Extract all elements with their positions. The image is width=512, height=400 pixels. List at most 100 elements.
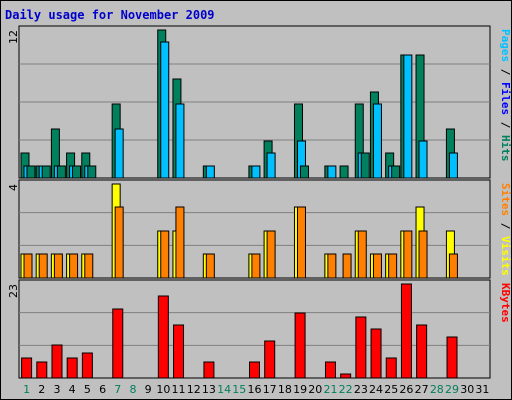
right-label-segment: / (499, 216, 512, 236)
x-tick-label: 17 (263, 383, 277, 396)
right-label-segment: Pages (499, 29, 512, 62)
bar-kbytes-day-29 (446, 336, 458, 379)
x-tick-label: 4 (69, 383, 76, 396)
bar-sites-day-17 (266, 230, 276, 279)
bar-sites-day-4 (69, 253, 79, 279)
right-label-segment: Sites (499, 183, 512, 216)
bar-sites-day-26 (403, 230, 413, 279)
y-max-label: 12 (7, 30, 20, 44)
bar-kbytes-day-2 (36, 361, 48, 379)
bar-kbytes-day-1 (21, 357, 33, 379)
bar-sites-day-1 (23, 253, 33, 279)
bar-sites-day-16 (251, 253, 261, 279)
bar-files-day-27 (418, 140, 428, 179)
bar-sites-day-3 (53, 253, 63, 279)
x-tick-label: 24 (369, 383, 383, 396)
bar-pages-day-25 (391, 165, 401, 179)
x-tick-label: 1 (23, 383, 30, 396)
bar-files-day-21 (327, 165, 337, 179)
bar-sites-day-21 (327, 253, 337, 279)
right-axis-label: Sites / Visits (499, 183, 512, 276)
x-tick-label: 11 (172, 383, 186, 396)
x-tick-label: 8 (129, 383, 136, 396)
x-tick-label: 12 (187, 383, 201, 396)
right-label-segment: KBytes (499, 283, 512, 323)
bar-kbytes-day-3 (51, 344, 63, 379)
bar-kbytes-day-10 (157, 295, 169, 379)
bar-kbytes-day-13 (203, 361, 215, 379)
x-tick-label: 7 (114, 383, 121, 396)
bar-sites-day-10 (160, 230, 170, 279)
right-label-segment: / (499, 115, 512, 135)
bar-kbytes-day-22 (340, 373, 352, 379)
bar-kbytes-day-4 (66, 357, 78, 379)
right-label-segment: / (499, 62, 512, 82)
x-tick-label: 10 (156, 383, 170, 396)
x-tick-label: 14 (217, 383, 231, 396)
bar-kbytes-day-27 (416, 324, 428, 379)
bar-files-day-7 (114, 128, 124, 179)
right-label-segment: Files (499, 82, 512, 115)
bar-kbytes-day-26 (400, 283, 412, 379)
x-tick-label: 22 (339, 383, 353, 396)
bar-kbytes-day-25 (385, 357, 397, 379)
bar-files-day-17 (266, 152, 276, 179)
bar-kbytes-day-16 (249, 361, 260, 379)
x-tick-label: 16 (248, 383, 262, 396)
bar-kbytes-day-24 (370, 328, 382, 379)
bar-pages-day-3 (56, 165, 66, 179)
x-tick-label: 2 (38, 383, 45, 396)
right-label-segment: Hits (499, 135, 512, 162)
bar-kbytes-day-7 (112, 308, 124, 379)
bar-sites-day-25 (388, 253, 398, 279)
bar-pages-day-23 (360, 152, 370, 179)
x-tick-label: 9 (145, 383, 152, 396)
bar-kbytes-day-11 (173, 324, 185, 379)
chart-title: Daily usage for November 2009 (5, 8, 215, 22)
bar-kbytes-day-21 (324, 361, 336, 379)
bar-pages-day-2 (41, 165, 51, 179)
bar-sites-day-24 (372, 253, 382, 279)
bar-files-day-11 (175, 103, 185, 179)
right-label-segment: Visits (499, 236, 512, 276)
x-tick-label: 27 (415, 383, 429, 396)
x-tick-label: 15 (232, 383, 246, 396)
x-tick-label: 26 (399, 383, 413, 396)
x-tick-label: 25 (384, 383, 398, 396)
right-axis-label: KBytes (499, 283, 512, 323)
x-tick-label: 20 (308, 383, 322, 396)
x-tick-label: 30 (460, 383, 474, 396)
bar-sites-day-5 (84, 253, 94, 279)
bar-sites-day-23 (357, 230, 367, 279)
bar-sites-day-11 (175, 206, 185, 279)
bar-files-day-16 (251, 165, 261, 179)
bar-sites-day-27 (418, 230, 428, 279)
bar-hits-day-22 (339, 165, 349, 179)
bar-pages-day-1 (26, 165, 36, 179)
y-max-label: 4 (7, 184, 20, 191)
right-axis-label: Pages / Files / Hits (499, 29, 512, 162)
bar-pages-day-5 (87, 165, 97, 179)
x-tick-label: 18 (278, 383, 292, 396)
x-tick-label: 13 (202, 383, 216, 396)
bar-kbytes-day-19 (294, 312, 306, 379)
y-max-label: 23 (7, 284, 20, 298)
bar-sites-day-2 (38, 253, 48, 279)
bar-sites-day-29 (448, 253, 458, 279)
bar-sites-day-19 (296, 206, 306, 279)
x-tick-label: 5 (84, 383, 91, 396)
bar-kbytes-day-23 (355, 316, 367, 379)
bar-sites-day-7 (114, 206, 124, 279)
bar-files-day-24 (372, 103, 382, 179)
bar-files-day-29 (448, 152, 458, 179)
bar-sites-day-22 (342, 253, 352, 279)
x-tick-label: 29 (445, 383, 459, 396)
bar-pages-day-19 (299, 165, 309, 179)
bar-files-day-10 (160, 41, 170, 179)
bar-kbytes-day-5 (81, 352, 93, 379)
x-tick-label: 6 (99, 383, 106, 396)
x-tick-label: 19 (293, 383, 307, 396)
bar-sites-day-13 (205, 253, 215, 279)
bar-pages-day-4 (72, 165, 82, 179)
